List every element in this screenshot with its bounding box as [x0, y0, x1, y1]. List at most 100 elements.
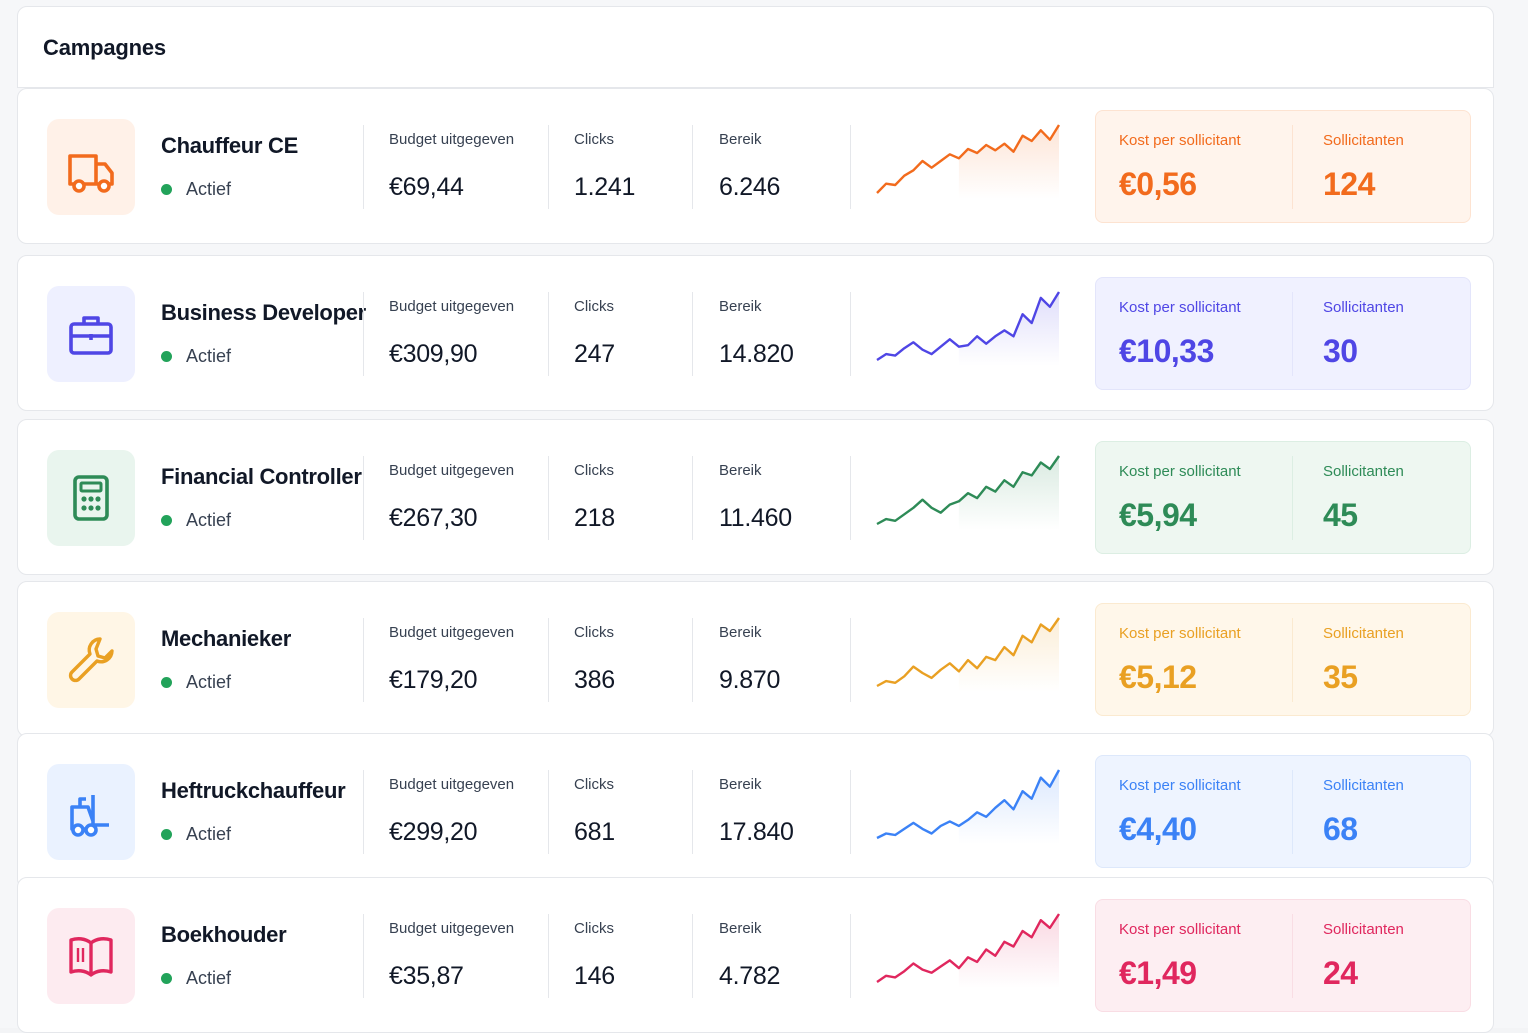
campaign-title[interactable]: Business Developer: [161, 300, 366, 325]
reach-label: Bereik: [719, 298, 762, 315]
sparkline-line: [876, 617, 1060, 688]
reach-value: 9.870: [719, 666, 781, 694]
cost-per-applicant-label: Kost per sollicitant: [1119, 299, 1241, 316]
campaign-title[interactable]: Financial Controller: [161, 464, 362, 489]
status-label: Actief: [186, 968, 232, 988]
cost-per-applicant-label: Kost per sollicitant: [1119, 777, 1241, 794]
forklift-icon: [70, 795, 109, 837]
divider: [548, 914, 549, 998]
divider: [692, 456, 693, 540]
divider: [850, 618, 851, 702]
sparkline-line: [876, 913, 1061, 983]
budget-label: Budget uitgegeven: [389, 462, 515, 479]
clicks-label: Clicks: [574, 776, 614, 793]
campaign-row[interactable]: Chauffeur CE Actief Budget uitgegeven €69,4…: [17, 88, 1494, 244]
divider: [548, 770, 549, 854]
applicants-label: Sollicitanten: [1323, 625, 1404, 642]
status-dot-icon: [161, 677, 172, 688]
sparkline-line: [876, 124, 1061, 194]
campaign-row[interactable]: Business Developer Actief Budget uitgegeve…: [17, 255, 1494, 411]
briefcase-icon: [69, 316, 113, 355]
reach-value: 6.246: [719, 173, 781, 201]
divider: [363, 292, 364, 376]
budget-label: Budget uitgegeven: [389, 776, 515, 793]
clicks-label: Clicks: [574, 462, 614, 479]
campaign-title[interactable]: Chauffeur CE: [161, 133, 298, 158]
divider: [548, 618, 549, 702]
cost-per-applicant-value: €5,12: [1119, 659, 1197, 695]
reach-label: Bereik: [719, 776, 762, 793]
status-label: Actief: [186, 346, 232, 366]
truck-icon: [68, 154, 114, 193]
cost-per-applicant-value: €10,33: [1119, 333, 1214, 369]
kpi-box: Kost per sollicitant €1,49 Sollicitanten 24: [1095, 899, 1471, 1012]
cost-per-applicant-label: Kost per sollicitant: [1119, 463, 1241, 480]
divider: [548, 292, 549, 376]
budget-value: €35,87: [389, 962, 464, 990]
campaign-title[interactable]: Mechanieker: [161, 626, 291, 651]
budget-value: €299,20: [389, 818, 478, 846]
status-label: Actief: [186, 672, 232, 692]
campaign-title[interactable]: Boekhouder: [161, 922, 287, 947]
campaign-row[interactable]: Mechanieker Actief Budget uitgegeven €179,2…: [17, 581, 1494, 737]
clicks-value: 386: [574, 666, 615, 694]
clicks-label: Clicks: [574, 920, 614, 937]
kpi-divider: [1292, 618, 1293, 702]
cost-per-applicant-value: €0,56: [1119, 166, 1197, 202]
campaign-row[interactable]: Financial Controller Actief Budget uitgege…: [17, 419, 1494, 575]
clicks-value: 218: [574, 504, 615, 532]
kpi-divider: [1292, 456, 1293, 540]
applicants-value: 124: [1323, 166, 1375, 202]
status-badge: Actief: [161, 179, 231, 200]
sparkline-area: [958, 618, 1059, 692]
clicks-label: Clicks: [574, 624, 614, 641]
applicants-label: Sollicitanten: [1323, 463, 1404, 480]
campaign-title[interactable]: Heftruckchauffeur: [161, 778, 346, 803]
campaign-row[interactable]: Heftruckchauffeur Actief Budget uitgegeven…: [17, 733, 1494, 889]
divider: [850, 770, 851, 854]
status-dot-icon: [161, 351, 172, 362]
kpi-box: Kost per sollicitant €10,33 Sollicitanten 3…: [1095, 277, 1471, 390]
reach-value: 17.840: [719, 818, 794, 846]
status-badge: Actief: [161, 672, 231, 693]
kpi-divider: [1292, 125, 1293, 209]
divider: [850, 456, 851, 540]
book-icon: [69, 937, 113, 977]
sparkline-line: [876, 769, 1061, 840]
cost-per-applicant-value: €4,40: [1119, 811, 1197, 847]
clicks-value: 146: [574, 962, 615, 990]
campaign-icon-box: [47, 286, 135, 382]
applicants-value: 68: [1323, 811, 1358, 847]
sparkline-area: [958, 914, 1059, 988]
applicants-label: Sollicitanten: [1323, 921, 1404, 938]
applicants-value: 45: [1323, 497, 1358, 533]
budget-value: €179,20: [389, 666, 478, 694]
divider: [850, 125, 851, 209]
divider: [363, 770, 364, 854]
cost-per-applicant-value: €1,49: [1119, 955, 1197, 991]
campaigns-header: Campagnes: [17, 6, 1494, 88]
campaign-icon-box: [47, 908, 135, 1004]
status-label: Actief: [186, 510, 232, 530]
calculator-icon: [73, 475, 109, 521]
clicks-value: 1.241: [574, 173, 636, 201]
divider: [363, 125, 364, 209]
kpi-divider: [1292, 914, 1293, 998]
campaign-row[interactable]: Boekhouder Actief Budget uitgegeven €35,87 C…: [17, 877, 1494, 1033]
clicks-value: 247: [574, 340, 615, 368]
trend-sparkline: [876, 124, 1061, 199]
status-dot-icon: [161, 829, 172, 840]
budget-label: Budget uitgegeven: [389, 920, 515, 937]
kpi-box: Kost per sollicitant €5,94 Sollicitanten 45: [1095, 441, 1471, 554]
kpi-divider: [1292, 770, 1293, 854]
status-label: Actief: [186, 179, 232, 199]
clicks-value: 681: [574, 818, 615, 846]
status-dot-icon: [161, 184, 172, 195]
status-label: Actief: [186, 824, 232, 844]
cost-per-applicant-label: Kost per sollicitant: [1119, 625, 1241, 642]
status-badge: Actief: [161, 346, 231, 367]
trend-sparkline: [876, 291, 1061, 366]
reach-label: Bereik: [719, 624, 762, 641]
cost-per-applicant-label: Kost per sollicitant: [1119, 132, 1241, 149]
